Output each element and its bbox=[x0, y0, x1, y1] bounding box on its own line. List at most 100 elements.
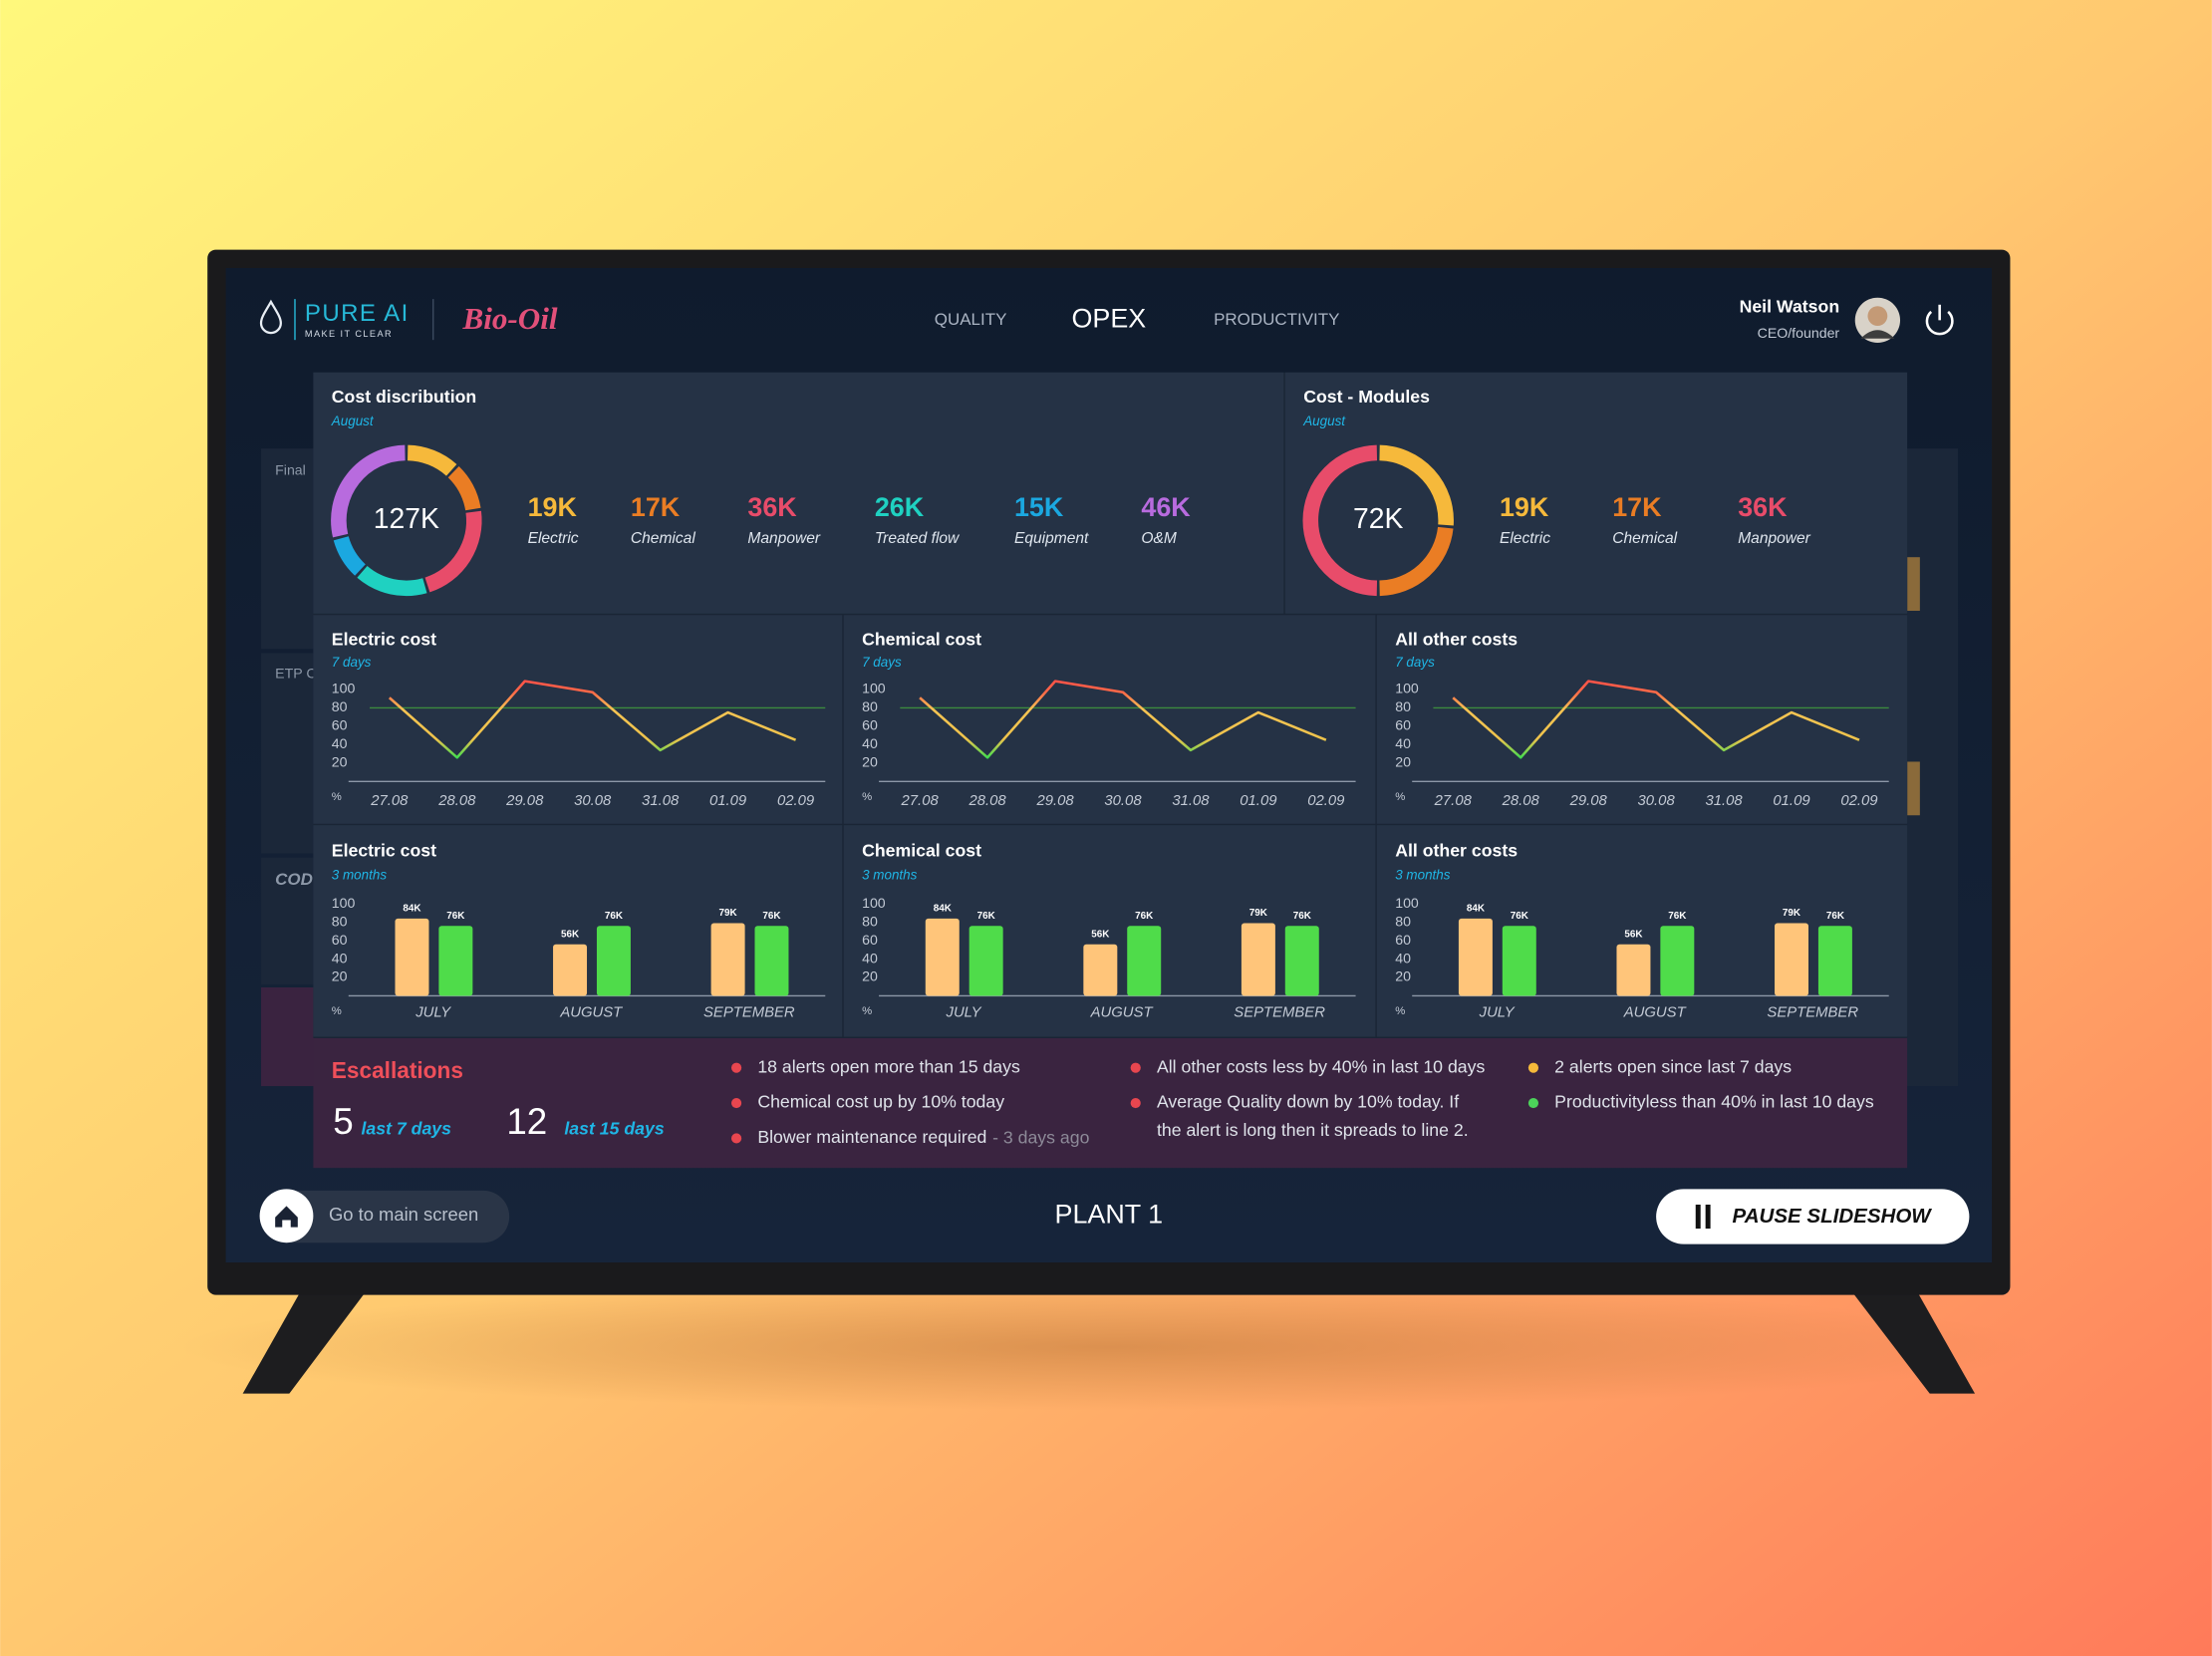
y-tick-label: 40 bbox=[332, 950, 348, 966]
chart-subtitle: 7 days bbox=[332, 655, 372, 670]
bar-value-label: 76K bbox=[1826, 911, 1845, 922]
bar-value-label: 76K bbox=[1511, 911, 1529, 922]
pause-icon bbox=[1705, 1204, 1711, 1230]
y-tick-label: 20 bbox=[862, 968, 878, 984]
alert-dot bbox=[1130, 1097, 1141, 1109]
donut-segment bbox=[1302, 444, 1378, 597]
item-name: Equipment bbox=[1014, 530, 1089, 547]
home-button[interactable] bbox=[259, 1190, 510, 1243]
donut-segment bbox=[424, 510, 482, 593]
chart-title: All other costs bbox=[1395, 629, 1518, 649]
bg-panel bbox=[261, 986, 318, 1087]
escalations-title: Escallations bbox=[332, 1057, 463, 1083]
bg-panel bbox=[261, 448, 318, 650]
alert-dot bbox=[1527, 1062, 1539, 1073]
x-tick-label: 01.09 bbox=[1240, 793, 1276, 809]
bar bbox=[710, 923, 745, 996]
nav-tab[interactable]: PRODUCTIVITY bbox=[1214, 310, 1339, 329]
alert-text: Chemical cost up by 10% today bbox=[757, 1092, 1004, 1112]
panel bbox=[313, 615, 843, 824]
y-tick-label: 60 bbox=[332, 932, 348, 948]
pause-label: PAUSE SLIDESHOW bbox=[1733, 1205, 1933, 1228]
donut-segment bbox=[1379, 526, 1454, 597]
bar-value-label: 76K bbox=[1135, 911, 1154, 922]
bar bbox=[1083, 944, 1118, 996]
y-tick-label: 60 bbox=[1395, 932, 1411, 948]
donut-segment bbox=[331, 444, 406, 538]
logo-icon bbox=[259, 299, 282, 335]
chart-subtitle: 7 days bbox=[1395, 655, 1435, 670]
pause-icon bbox=[1695, 1204, 1701, 1230]
power-icon[interactable] bbox=[1925, 310, 1954, 336]
panel-subtitle: August bbox=[331, 414, 375, 428]
bg-panel bbox=[261, 653, 318, 854]
x-tick-label: 31.08 bbox=[1705, 793, 1743, 809]
y-unit: % bbox=[862, 791, 872, 803]
bar-value-label: 76K bbox=[762, 911, 781, 922]
alert-text: the alert is long then it spreads to lin… bbox=[1157, 1120, 1469, 1140]
bar-value-label: 56K bbox=[1091, 929, 1110, 940]
donut-segment bbox=[447, 466, 481, 511]
escalation-count: 5 bbox=[333, 1101, 353, 1142]
nav-tab[interactable]: QUALITY bbox=[935, 310, 1007, 329]
bar bbox=[1775, 923, 1809, 996]
escalations-panel bbox=[313, 1037, 1908, 1169]
chart-subtitle: 3 months bbox=[1395, 868, 1451, 883]
chart-title: Chemical cost bbox=[862, 841, 981, 861]
bar-value-label: 84K bbox=[1467, 904, 1486, 915]
tv-shadow bbox=[177, 1283, 2041, 1411]
y-tick-label: 80 bbox=[332, 698, 348, 714]
item-value: 19K bbox=[1500, 492, 1549, 522]
x-tick-label: 29.08 bbox=[1569, 793, 1608, 809]
item-value: 46K bbox=[1141, 492, 1191, 522]
chart-subtitle: 7 days bbox=[862, 655, 902, 670]
chart-subtitle: 3 months bbox=[332, 868, 388, 883]
panel-title: Cost discribution bbox=[332, 387, 476, 407]
panel bbox=[843, 615, 1376, 824]
bar-value-label: 56K bbox=[561, 929, 580, 940]
logo: PURE AI bbox=[305, 300, 410, 327]
x-tick-label: 02.09 bbox=[777, 793, 814, 809]
bar-value-label: 84K bbox=[934, 904, 953, 915]
bar-value-label: 76K bbox=[446, 911, 465, 922]
y-tick-label: 20 bbox=[332, 754, 348, 770]
pause-button[interactable] bbox=[1656, 1189, 1970, 1244]
alert-dot bbox=[730, 1097, 742, 1109]
donut-segment bbox=[407, 444, 457, 476]
y-tick-label: 80 bbox=[862, 698, 878, 714]
chart-title: Electric cost bbox=[332, 841, 436, 861]
x-tick-label: 27.08 bbox=[370, 793, 409, 809]
bg-bar bbox=[1907, 557, 1920, 611]
item-value: 17K bbox=[1612, 492, 1662, 522]
item-name: Chemical bbox=[1612, 530, 1677, 547]
bg-panel-label: ETP C bbox=[275, 665, 316, 681]
x-tick-label: 29.08 bbox=[1035, 793, 1074, 809]
client-logo: Bio-Oil bbox=[461, 301, 557, 336]
y-tick-label: 60 bbox=[1395, 717, 1411, 733]
panel bbox=[313, 372, 1284, 614]
panel-title: Cost - Modules bbox=[1303, 387, 1430, 407]
y-tick-label: 40 bbox=[862, 950, 878, 966]
bar bbox=[1502, 926, 1536, 996]
y-tick-label: 100 bbox=[862, 681, 886, 696]
bar-value-label: 84K bbox=[403, 904, 421, 915]
line bbox=[388, 680, 797, 759]
bar bbox=[1660, 926, 1695, 996]
bar bbox=[395, 918, 429, 996]
x-tick-label: 28.08 bbox=[1502, 793, 1540, 809]
item-name: Treated flow bbox=[875, 530, 961, 547]
y-tick-label: 60 bbox=[332, 717, 348, 733]
bar-value-label: 76K bbox=[977, 911, 996, 922]
x-tick-label: SEPTEMBER bbox=[703, 1004, 795, 1020]
x-tick-label: 31.08 bbox=[1172, 793, 1210, 809]
y-unit: % bbox=[1395, 1005, 1405, 1017]
bar bbox=[968, 926, 1003, 996]
nav-tab[interactable]: OPEX bbox=[1071, 303, 1146, 333]
x-tick-label: 30.08 bbox=[1638, 793, 1676, 809]
item-name: Chemical bbox=[631, 530, 695, 547]
line bbox=[919, 680, 1327, 759]
y-tick-label: 100 bbox=[1395, 681, 1419, 696]
user-role: CEO/founder bbox=[1758, 325, 1840, 341]
bg-panel-label: Final bbox=[275, 462, 306, 478]
